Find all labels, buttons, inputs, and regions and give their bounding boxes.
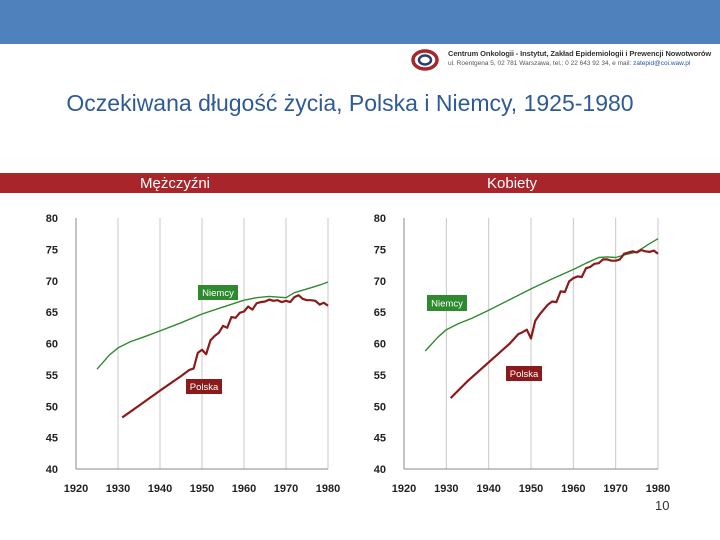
x-tick-label: 1940	[476, 483, 500, 495]
panel-label-men: Mężczyźni	[140, 175, 211, 192]
institution-address-text: ul. Roentgena 5, 02 781 Warszawa, tel.: …	[448, 60, 632, 67]
y-tick-label: 50	[46, 401, 58, 413]
top-banner	[0, 0, 720, 44]
annotation-label-poland: Polska	[186, 379, 222, 394]
annotation-text: Polska	[190, 382, 219, 393]
annotation-box	[427, 295, 467, 311]
y-tick-label: 60	[374, 339, 386, 351]
chart-women: 80 75 70 65 60 55 50 45 40 1920 1930 1940 1950 1960 19…	[374, 213, 670, 495]
y-tick-label: 45	[374, 433, 386, 445]
series-line-poland	[121, 294, 329, 419]
x-tick-label: 1980	[316, 483, 340, 495]
y-tick-label: 45	[46, 433, 58, 445]
x-tick-label: 1920	[64, 483, 88, 495]
x-tick-label: 1940	[148, 483, 172, 495]
institution-header: Centrum Onkologii - Instytut, Zakład Epi…	[408, 47, 720, 75]
panel-label-women: Kobiety	[487, 175, 538, 192]
annotation-text: Polska	[510, 369, 539, 380]
x-tick-label: 1930	[434, 483, 458, 495]
x-tick-label: 1970	[603, 483, 627, 495]
institute-logo-icon	[411, 49, 439, 71]
y-tick-label: 65	[46, 307, 58, 319]
y-tick-label: 80	[46, 213, 58, 225]
series-line-poland	[449, 248, 659, 399]
y-tick-label: 65	[374, 307, 386, 319]
y-tick-label: 40	[374, 464, 386, 476]
category-bar	[0, 173, 720, 193]
y-tick-label: 80	[374, 213, 386, 225]
annotation-label-germany: Niemcy	[198, 285, 238, 300]
y-tick-label: 50	[374, 401, 386, 413]
annotation-text: Niemcy	[431, 299, 463, 310]
x-tick-label: 1960	[561, 483, 585, 495]
x-tick-label: 1950	[190, 483, 214, 495]
chart-men: 80 75 70 65 60 55 50 45 40 1920 1930 1940 1950 1960 19…	[46, 213, 340, 495]
y-tick-label: 70	[46, 276, 58, 288]
series-line-germany	[96, 281, 329, 370]
page-number: 10	[655, 498, 670, 513]
x-tick-label: 1970	[274, 483, 298, 495]
annotation-box	[506, 366, 542, 381]
x-tick-label: 1920	[392, 483, 416, 495]
y-tick-label: 55	[374, 370, 386, 382]
series-line-germany	[424, 238, 659, 352]
x-tick-label: 1930	[106, 483, 130, 495]
y-tick-label: 55	[46, 370, 58, 382]
annotation-box	[198, 285, 238, 300]
annotation-label-poland: Polska	[506, 366, 542, 381]
y-tick-label: 75	[374, 244, 386, 256]
annotation-box	[186, 379, 222, 394]
x-tick-label: 1960	[232, 483, 256, 495]
y-tick-label: 60	[46, 339, 58, 351]
y-tick-label: 40	[46, 464, 58, 476]
institution-email: zatepid@coi.waw.pl	[633, 60, 691, 67]
institution-address: ul. Roentgena 5, 02 781 Warszawa, tel.: …	[448, 60, 690, 67]
slide-title: Oczekiwana długość życia, Polska i Niemc…	[66, 90, 634, 116]
annotation-text: Niemcy	[202, 288, 234, 299]
x-tick-label: 1950	[519, 483, 543, 495]
annotation-label-germany: Niemcy	[427, 295, 467, 311]
y-tick-label: 70	[374, 276, 386, 288]
y-tick-label: 75	[46, 244, 58, 256]
x-tick-label: 1980	[646, 483, 670, 495]
institution-name: Centrum Onkologii - Instytut, Zakład Epi…	[448, 49, 712, 58]
